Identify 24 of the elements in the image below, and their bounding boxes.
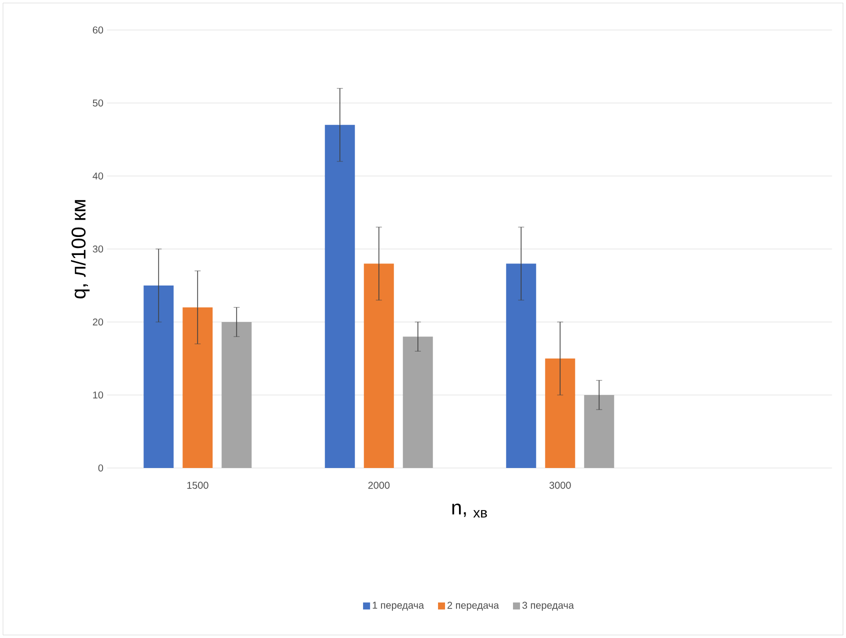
x-tick-label: 1500 (187, 482, 208, 489)
bar (584, 395, 614, 468)
bar (402, 336, 433, 468)
y-tick-label: 60 (92, 26, 104, 34)
x-tick-label: 3000 (549, 482, 571, 489)
y-tick-label: 0 (98, 464, 104, 472)
legend-label: 1 передача (372, 602, 424, 611)
bar (222, 322, 252, 468)
bar (506, 264, 536, 468)
legend-label: 2 передача (448, 602, 499, 611)
bar (182, 307, 213, 468)
y-tick-label: 50 (92, 99, 104, 107)
y-tick-label: 20 (92, 318, 104, 326)
y-tick-label: 40 (92, 172, 104, 180)
x-tick-label: 2000 (368, 482, 390, 489)
bar (324, 124, 355, 468)
y-tick-label: 10 (93, 391, 104, 399)
y-axis-title: q, л/100 км (70, 200, 90, 298)
y-tick-label: 30 (92, 245, 104, 253)
bar (545, 358, 576, 468)
bar (144, 286, 174, 468)
legend-label: 3 передача (522, 602, 574, 611)
bar (364, 264, 394, 468)
x-axis-title: n, $_{хв}$ (452, 504, 487, 518)
